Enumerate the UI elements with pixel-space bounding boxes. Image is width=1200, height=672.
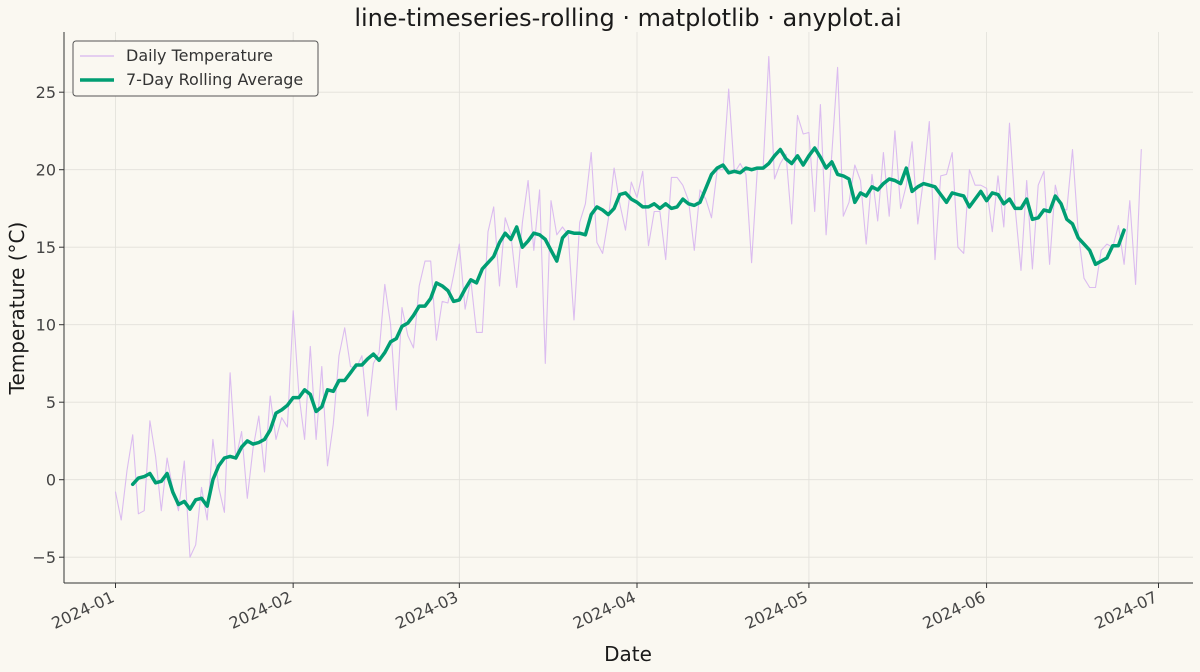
y-tick-label: 20 [36,161,56,180]
y-tick-label: 25 [36,83,56,102]
legend-box [72,40,319,97]
rolling-average-line [130,146,1126,511]
daily-temperature-line [114,55,1142,558]
series-layer [114,55,1142,558]
legend-label-daily: Daily Temperature [126,46,273,65]
y-tick-label: 15 [36,238,56,257]
axes [63,32,1193,584]
y-tick-label: 5 [46,393,56,412]
chart-title: line-timeseries-rolling · matplotlib · a… [354,4,901,32]
y-tick-label: 10 [36,316,56,335]
legend-label-rolling: 7-Day Rolling Average [126,70,303,89]
y-tick-label: 0 [46,471,56,490]
grid [64,32,1193,583]
y-tick-label: −5 [32,548,56,567]
y-axis-label: Temperature (°C) [5,222,29,396]
legend: Daily Temperature 7-Day Rolling Average [72,40,319,97]
x-axis-label: Date [604,642,652,666]
